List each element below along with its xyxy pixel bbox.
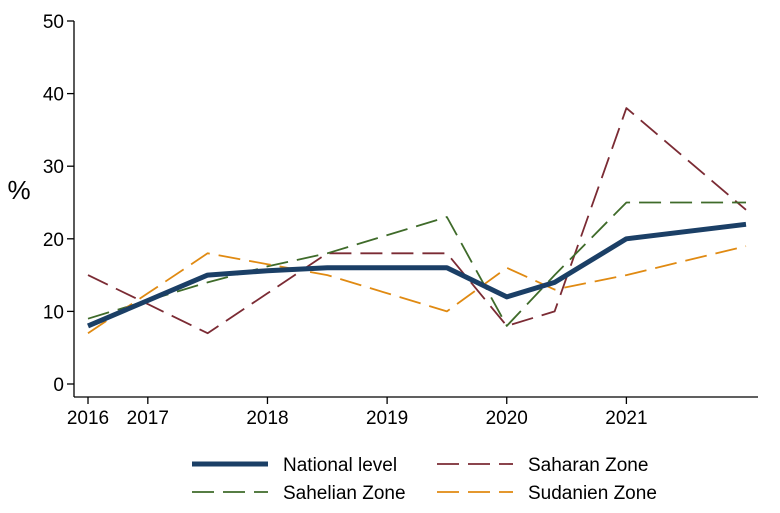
legend: National level Saharan Zone Sahelian Zone S… <box>192 455 657 504</box>
x-tick-label: 2019 <box>366 408 408 429</box>
series-line-national-level <box>87 221 747 329</box>
y-tick-label: 20 <box>43 230 64 251</box>
x-tick-label: 2016 <box>67 408 109 429</box>
series-line-sahelian-zone <box>87 201 746 327</box>
y-tick-label: 0 <box>53 375 64 396</box>
y-tick-label: 30 <box>43 157 64 178</box>
y-tick-label: 10 <box>43 302 64 323</box>
legend-label: Sahelian Zone <box>283 483 406 504</box>
legend-label: Sudanien Zone <box>528 483 657 504</box>
y-axis-label: % <box>7 175 30 205</box>
y-tick-label: 40 <box>43 85 64 106</box>
series-line-saharan-zone <box>87 107 747 335</box>
x-tick-label: 2021 <box>605 408 647 429</box>
series-line-sudanien-zone <box>87 245 747 334</box>
series-layer <box>87 107 747 335</box>
legend-label: Saharan Zone <box>528 455 648 476</box>
x-tick-label: 2018 <box>246 408 288 429</box>
x-tick-label: 2020 <box>486 408 528 429</box>
legend-label: National level <box>283 455 397 476</box>
axes: 0 10 20 30 40 50 2016 2017 2018 2019 2020 2021 <box>43 12 758 429</box>
y-tick-label: 50 <box>43 12 64 33</box>
x-tick-label: 2017 <box>127 408 169 429</box>
